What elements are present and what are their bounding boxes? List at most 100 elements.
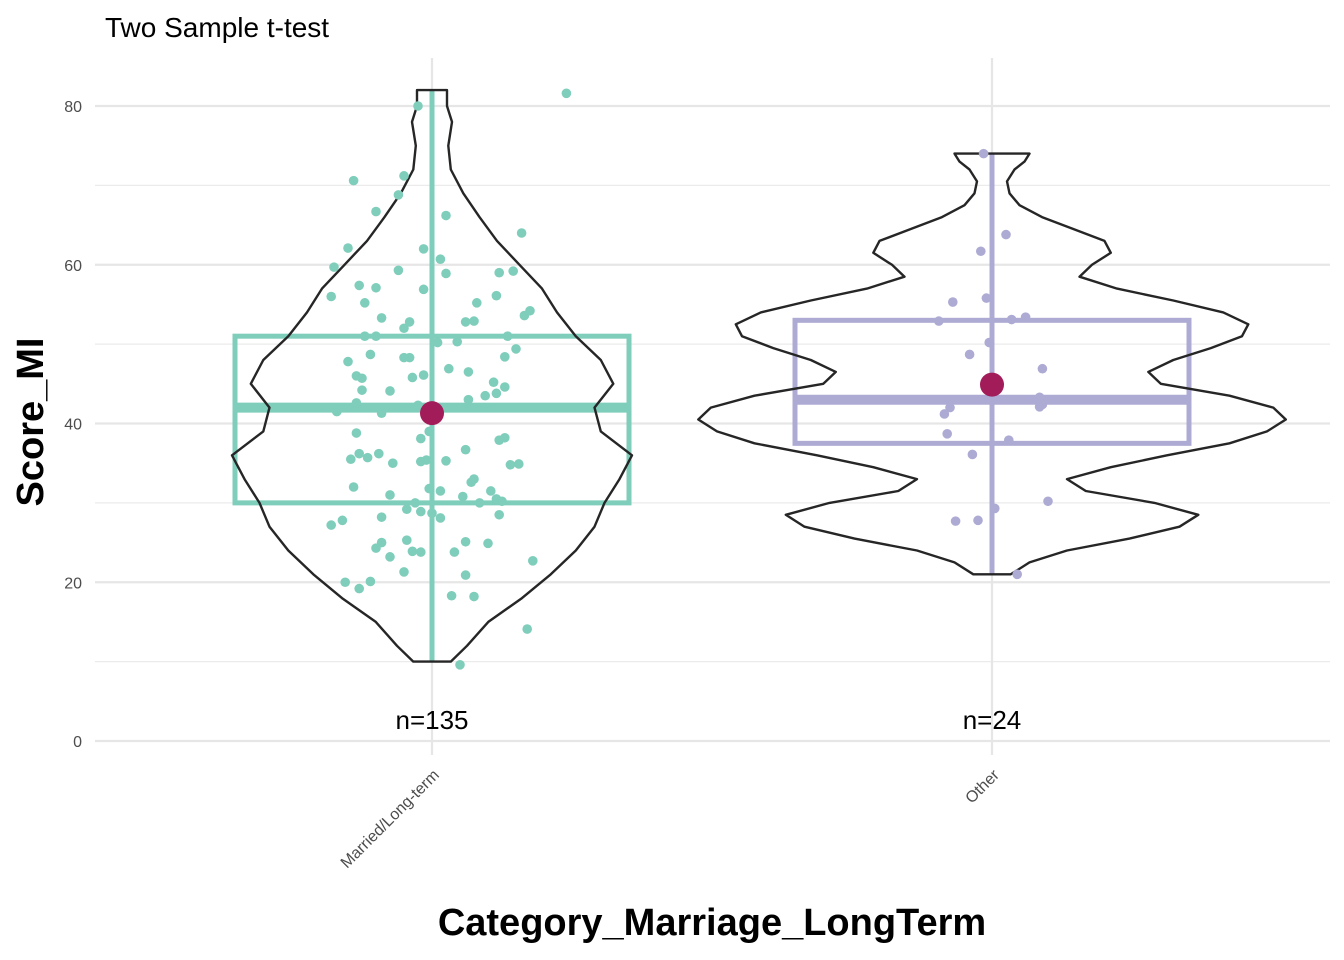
data-point — [942, 429, 952, 439]
data-point — [418, 244, 429, 254]
y-tick-label: 80 — [64, 99, 82, 116]
data-point — [1004, 435, 1014, 445]
data-point — [371, 543, 381, 553]
chart-title: Two Sample t-test — [105, 12, 329, 43]
data-point — [466, 477, 477, 488]
data-point — [494, 509, 505, 520]
data-point — [348, 175, 359, 186]
data-point — [337, 515, 348, 526]
data-point — [399, 323, 409, 334]
data-point — [376, 408, 387, 418]
data-point — [385, 490, 395, 500]
data-point — [984, 337, 994, 348]
category-groups: n=135 n=24 — [230, 88, 1287, 735]
data-point — [948, 297, 958, 307]
data-point — [385, 386, 395, 396]
y-tick-label: 20 — [64, 575, 82, 592]
data-point — [561, 88, 572, 99]
data-point — [374, 448, 384, 459]
data-point — [976, 246, 986, 257]
x-axis-tick-labels: Married/Long-term Other — [338, 766, 1004, 872]
data-point — [416, 433, 426, 444]
data-point — [351, 398, 362, 408]
sample-count-label: n=24 — [963, 705, 1022, 735]
data-point — [502, 331, 513, 341]
data-point — [449, 547, 460, 557]
data-point — [413, 400, 423, 411]
data-point — [981, 293, 992, 303]
box-body — [792, 317, 1192, 446]
data-point — [388, 458, 398, 468]
data-point — [418, 284, 429, 295]
data-point — [500, 352, 510, 362]
y-axis-tick-labels: 0 20 40 60 80 — [64, 99, 82, 751]
data-point — [365, 576, 376, 587]
data-point — [340, 577, 351, 588]
data-point — [441, 268, 451, 279]
y-tick-label: 40 — [64, 417, 82, 434]
y-tick-label: 60 — [64, 258, 82, 275]
data-point — [402, 535, 412, 545]
x-tick-label: Other — [963, 766, 1004, 807]
data-point — [326, 291, 337, 302]
data-point — [441, 456, 451, 466]
data-point — [1006, 314, 1017, 325]
data-point — [444, 363, 454, 374]
data-point — [474, 498, 485, 508]
data-point — [460, 536, 471, 547]
data-point — [990, 503, 1000, 514]
data-point — [469, 316, 479, 326]
data-point — [500, 382, 510, 392]
data-point — [399, 567, 409, 577]
data-point — [427, 508, 437, 518]
sample-count-label: n=135 — [395, 705, 468, 735]
data-point — [351, 428, 362, 438]
data-point — [407, 546, 418, 557]
data-point — [486, 486, 496, 496]
data-point — [416, 456, 426, 467]
data-point — [1001, 229, 1011, 240]
data-point — [371, 206, 381, 217]
data-point — [494, 267, 505, 278]
data-point — [463, 367, 474, 377]
data-point — [435, 254, 446, 264]
data-point — [505, 459, 516, 470]
data-point — [1043, 496, 1053, 507]
data-point — [469, 591, 479, 602]
data-point — [950, 516, 961, 526]
data-point — [354, 280, 365, 291]
data-point — [455, 660, 465, 670]
box-body — [232, 333, 632, 506]
data-point — [522, 624, 532, 634]
mean-marker — [980, 372, 1004, 397]
data-point — [385, 552, 395, 562]
data-point — [354, 448, 365, 459]
data-point — [360, 331, 370, 341]
data-point — [424, 483, 435, 494]
y-tick-label: 0 — [73, 734, 82, 751]
data-point — [416, 506, 426, 517]
data-point — [357, 385, 367, 395]
data-point — [435, 486, 446, 496]
data-point — [399, 352, 409, 363]
data-point — [945, 402, 955, 413]
data-point — [332, 406, 342, 417]
data-point — [446, 590, 457, 601]
data-point — [452, 336, 463, 347]
data-point — [376, 313, 387, 323]
data-point — [407, 372, 418, 383]
data-point — [463, 394, 474, 405]
data-point — [441, 210, 451, 221]
data-point — [483, 538, 493, 549]
y-axis-title: Score_MI — [10, 338, 52, 507]
data-point — [500, 432, 510, 443]
data-point — [435, 513, 446, 523]
data-points — [326, 88, 572, 670]
violin-outline — [697, 152, 1287, 576]
data-point — [497, 496, 507, 507]
x-tick-label: Married/Long-term — [338, 767, 443, 872]
data-point — [491, 290, 502, 301]
data-point — [402, 504, 412, 515]
data-point — [460, 444, 471, 455]
data-point — [424, 426, 435, 437]
